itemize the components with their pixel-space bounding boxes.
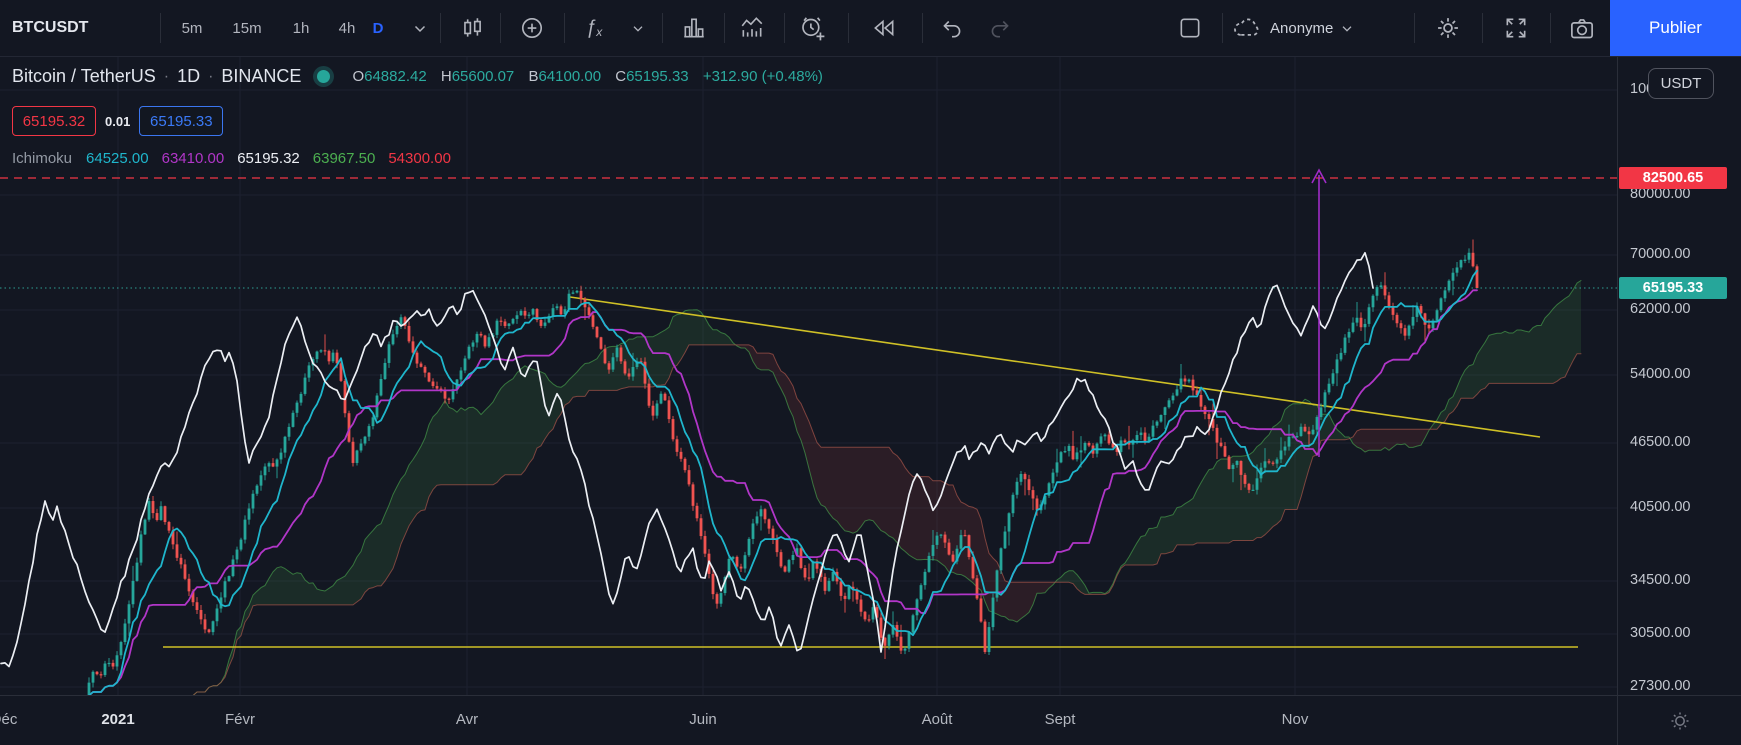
time-axis-label: Avr <box>455 711 479 728</box>
high-value: 65600.07 <box>451 68 515 85</box>
redo-icon[interactable] <box>987 0 1013 56</box>
account-chevron-icon <box>1342 26 1352 32</box>
low-value: 64100.00 <box>538 68 602 85</box>
change-value: +312.90 (+0.48%) <box>702 68 823 85</box>
toolbar-separator <box>440 13 441 43</box>
indicators-chevron-icon[interactable] <box>630 0 646 56</box>
toolbar-separator <box>784 13 785 43</box>
ichimoku-lead-a-value: 63967.50 <box>312 150 376 167</box>
publish-button[interactable]: Publier <box>1610 0 1741 56</box>
cloud-account-menu[interactable]: Anonyme <box>1232 0 1355 56</box>
timeframe-1h[interactable]: 1h <box>292 19 310 37</box>
market-status-dot-icon[interactable] <box>317 70 331 83</box>
username-label: Anonyme <box>1270 19 1334 37</box>
ichimoku-base-value: 63410.00 <box>161 150 225 167</box>
alert-price-badge: 82500.65 <box>1619 167 1727 189</box>
toolbar-separator <box>500 13 501 43</box>
toolbar-separator <box>662 13 663 43</box>
chart-legend: Bitcoin / TetherUS · 1D · BINANCE O64882… <box>12 66 823 87</box>
buy-sell-panel: 65195.32 0.01 65195.33 <box>12 106 224 136</box>
toolbar-separator <box>724 13 725 43</box>
timeframe-menu-chevron-icon[interactable] <box>411 0 429 56</box>
toolbar-separator <box>564 13 565 43</box>
fundamentals-chart-icon[interactable] <box>739 0 765 56</box>
indicator-legend[interactable]: Ichimoku 64525.00 63410.00 65195.32 6396… <box>12 150 464 167</box>
spread-value: 0.01 <box>105 113 131 129</box>
time-axis-label: Juin <box>689 711 717 728</box>
price-axis-label: 62000.00 <box>1630 301 1691 317</box>
indicator-name[interactable]: Ichimoku <box>12 150 73 167</box>
layout-select-icon[interactable] <box>1177 0 1203 56</box>
price-axis-label: 54000.00 <box>1630 366 1691 382</box>
chart-style-candles-icon[interactable] <box>459 0 485 56</box>
toolbar-separator <box>1482 13 1483 43</box>
timeframe-15m[interactable]: 15m <box>232 19 262 37</box>
currency-toggle-button[interactable]: USDT <box>1648 68 1714 99</box>
price-chart <box>0 57 1617 714</box>
open-value: 64882.42 <box>364 68 427 85</box>
screenshot-camera-icon[interactable] <box>1569 0 1596 56</box>
ichimoku-lagging-value: 65195.32 <box>237 150 300 167</box>
toolbar-separator <box>1222 13 1223 43</box>
symbol-title[interactable]: Bitcoin / TetherUS <box>12 66 156 86</box>
time-axis-label: Nov <box>1281 711 1309 728</box>
time-axis-label: Déc <box>0 711 18 728</box>
toolbar-separator <box>1550 13 1551 43</box>
ichimoku-conversion-value: 64525.00 <box>86 150 149 167</box>
symbol-search-button[interactable]: BTCUSDT <box>12 19 89 36</box>
time-axis-label: Août <box>921 711 953 728</box>
undo-icon[interactable] <box>939 0 965 56</box>
price-axis-label: 80000.00 <box>1630 186 1691 202</box>
interval-label[interactable]: 1D <box>177 66 201 86</box>
price-axis-label: 40500.00 <box>1630 499 1691 515</box>
toolbar-separator <box>1414 13 1415 43</box>
time-axis-label: Févr <box>225 711 255 728</box>
settings-gear-icon[interactable] <box>1434 0 1462 56</box>
timeframe-4h[interactable]: 4h <box>338 19 356 37</box>
ohlc-values: O64882.42 H65600.07 B64100.00 C65195.33 … <box>352 68 823 85</box>
exchange-label[interactable]: BINANCE <box>221 66 302 86</box>
price-axis[interactable]: USDT 100000.0080000.0070000.0062000.0054… <box>1617 57 1741 695</box>
time-axis[interactable]: Déc 2021 Févr Avr Juin Août Sept Nov <box>0 695 1617 745</box>
current-price-badge: 65195.33 <box>1619 277 1727 299</box>
ichimoku-lead-b-value: 54300.00 <box>388 150 451 167</box>
time-axis-label: 2021 <box>101 711 135 728</box>
sell-price-button[interactable]: 65195.32 <box>12 106 96 136</box>
fullscreen-icon[interactable] <box>1503 0 1529 56</box>
price-axis-label: 30500.00 <box>1630 625 1691 641</box>
price-axis-label: 27300.00 <box>1630 678 1691 694</box>
axis-corner <box>1617 695 1741 745</box>
close-value: 65195.33 <box>626 68 689 85</box>
indicator-templates-icon[interactable] <box>681 0 707 56</box>
time-axis-label: Sept <box>1044 711 1076 728</box>
chart-canvas[interactable] <box>0 0 1617 714</box>
timeframe-5m[interactable]: 5m <box>181 19 203 37</box>
buy-price-button[interactable]: 65195.33 <box>139 106 224 136</box>
legend-separator: · <box>163 67 170 85</box>
cloud-icon <box>1234 18 1259 36</box>
timeframe-1d-active[interactable]: D <box>372 19 384 37</box>
toolbar-separator <box>848 13 849 43</box>
bar-replay-icon[interactable] <box>871 0 897 56</box>
compare-add-icon[interactable] <box>519 0 545 56</box>
toolbar-separator <box>922 13 923 43</box>
price-axis-label: 34500.00 <box>1630 572 1691 588</box>
alert-clock-plus-icon[interactable] <box>799 0 826 56</box>
price-axis-label: 70000.00 <box>1630 246 1691 262</box>
legend-separator: · <box>208 67 214 85</box>
session-sun-icon[interactable] <box>1668 709 1692 733</box>
price-axis-label: 46500.00 <box>1630 434 1691 450</box>
toolbar-separator <box>160 13 161 43</box>
